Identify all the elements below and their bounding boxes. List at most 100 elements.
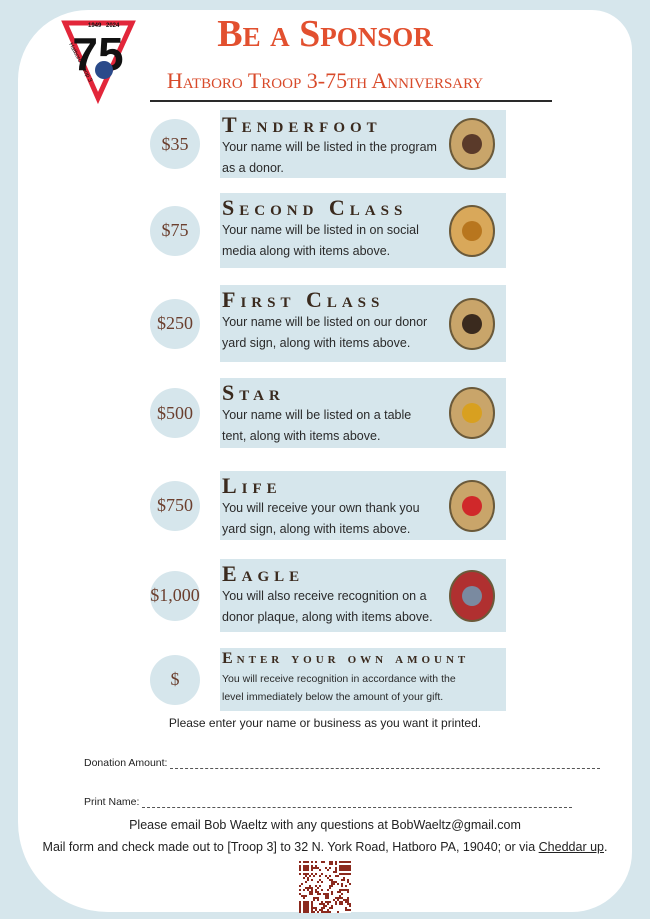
qr-module xyxy=(345,889,347,891)
qr-module xyxy=(319,893,321,895)
qr-module xyxy=(327,877,329,879)
qr-module xyxy=(349,861,351,863)
qr-module xyxy=(329,863,331,865)
qr-module xyxy=(309,887,311,889)
qr-module xyxy=(347,889,349,891)
qr-module xyxy=(311,891,313,893)
tier-box: Enter your own amount You will receive re… xyxy=(220,648,506,711)
qr-module xyxy=(313,867,315,869)
qr-module xyxy=(327,895,329,897)
qr-module xyxy=(307,909,309,911)
qr-module xyxy=(329,907,331,909)
qr-module xyxy=(345,861,347,863)
qr-module xyxy=(309,891,311,893)
qr-module xyxy=(305,903,307,905)
badge xyxy=(449,479,495,532)
qr-module xyxy=(331,863,333,865)
qr-module xyxy=(341,869,343,871)
qr-code xyxy=(299,861,351,913)
qr-module xyxy=(311,873,313,875)
badge-symbol xyxy=(462,134,482,154)
qr-module xyxy=(307,867,309,869)
qr-module xyxy=(313,897,315,899)
qr-module xyxy=(305,875,307,877)
badge-symbol xyxy=(462,220,482,241)
qr-module xyxy=(305,905,307,907)
qr-module xyxy=(321,903,323,905)
mail-end: . xyxy=(603,840,608,854)
qr-module xyxy=(303,869,305,871)
qr-module xyxy=(299,911,301,913)
email-line: Please email Bob Waeltz with any questio… xyxy=(129,818,521,832)
qr-module xyxy=(311,865,313,867)
qr-module xyxy=(315,897,317,899)
qr-module xyxy=(299,869,301,871)
mail-text: Mail form and check made out to [Troop 3… xyxy=(42,840,536,854)
cheddar-link[interactable]: Cheddar up xyxy=(538,840,604,854)
divider xyxy=(150,100,552,102)
amount-circle: $500 xyxy=(150,388,200,438)
field-label: Donation Amount: xyxy=(84,757,168,769)
qr-module xyxy=(331,861,333,863)
qr-module xyxy=(333,871,335,873)
qr-module xyxy=(299,889,301,891)
qr-module xyxy=(315,873,317,875)
qr-module xyxy=(335,871,337,873)
qr-module xyxy=(329,879,331,881)
field-line xyxy=(170,758,601,769)
subtitle: Hatboro Troop 3-75th Anniversary xyxy=(166,68,484,93)
qr-module xyxy=(339,903,341,905)
field-line xyxy=(142,797,573,808)
qr-module xyxy=(345,899,347,901)
qr-module xyxy=(307,901,309,903)
qr-module xyxy=(325,911,327,913)
qr-module xyxy=(319,875,321,877)
qr-module xyxy=(341,889,343,891)
qr-module xyxy=(349,873,351,875)
qr-module xyxy=(347,869,349,871)
logo: 1949 2024 75 Hatboro Troop 3 xyxy=(61,20,136,105)
tier-description: Your name will be listed on a table tent… xyxy=(222,408,412,443)
qr-module xyxy=(299,885,301,887)
qr-module xyxy=(327,903,329,905)
mail-line: Mail form and check made out to [Troop 3… xyxy=(0,840,650,854)
qr-module xyxy=(341,873,343,875)
qr-module xyxy=(325,897,327,899)
qr-module xyxy=(347,891,349,893)
qr-module xyxy=(313,875,315,877)
qr-module xyxy=(335,875,337,877)
qr-module xyxy=(341,861,343,863)
qr-module xyxy=(317,899,319,901)
qr-module xyxy=(345,867,347,869)
qr-module xyxy=(349,869,351,871)
tier-description: You will also receive recognition on a d… xyxy=(222,589,433,624)
badge-symbol xyxy=(462,585,482,606)
qr-module xyxy=(331,905,333,907)
qr-module xyxy=(331,883,333,885)
tier-description: Your name will be listed in on social me… xyxy=(222,223,419,258)
qr-module xyxy=(341,865,343,867)
tier-description: You will receive your own thank you yard… xyxy=(222,501,420,536)
qr-module xyxy=(343,873,345,875)
qr-module xyxy=(307,879,309,881)
amount-circle: $750 xyxy=(150,480,200,531)
qr-module xyxy=(303,907,305,909)
qr-module xyxy=(331,885,333,887)
badge xyxy=(449,118,495,170)
name-field: Print Name: xyxy=(84,796,573,808)
qr-module xyxy=(299,865,301,867)
qr-module xyxy=(347,899,349,901)
qr-module xyxy=(303,895,305,897)
qr-module xyxy=(341,867,343,869)
tier-box: Star Your name will be listed on a table … xyxy=(220,378,506,448)
qr-module xyxy=(345,869,347,871)
qr-module xyxy=(309,893,311,895)
qr-module xyxy=(323,907,325,909)
qr-module xyxy=(315,909,317,911)
qr-module xyxy=(347,867,349,869)
qr-module xyxy=(305,887,307,889)
tier-description: Your name will be listed in the program … xyxy=(222,140,437,175)
tier-description: You will receive recognition in accordan… xyxy=(222,673,456,703)
qr-module xyxy=(329,901,331,903)
